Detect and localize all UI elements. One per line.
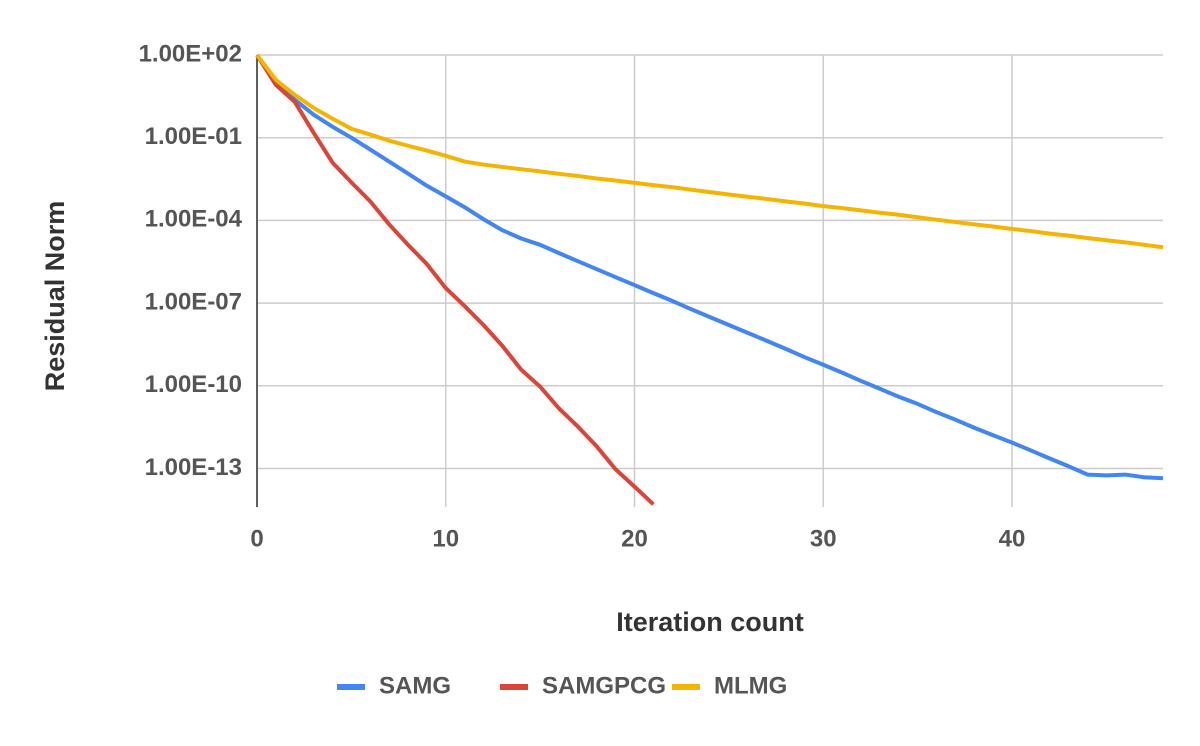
x-tick-label: 20 <box>621 525 648 552</box>
x-tick-label: 30 <box>810 525 837 552</box>
x-tick-label: 10 <box>432 525 459 552</box>
legend-label: SAMGPCG <box>542 672 666 699</box>
x-axis-title: Iteration count <box>616 607 804 637</box>
x-tick-label: 40 <box>999 525 1026 552</box>
y-axis-title: Residual Norm <box>40 201 70 392</box>
series-line <box>255 53 655 506</box>
y-tick-label: 1.00E-13 <box>145 454 242 481</box>
legend-label: MLMG <box>714 672 787 699</box>
y-tick-label: 1.00E-04 <box>145 206 243 233</box>
y-tick-label: 1.00E-07 <box>145 288 242 315</box>
series-line <box>255 53 1164 481</box>
y-tick-label: 1.00E-10 <box>145 371 242 398</box>
series-line <box>255 53 1164 250</box>
x-tick-label: 0 <box>250 525 263 552</box>
y-tick-label: 1.00E+02 <box>139 40 242 67</box>
legend-label: SAMG <box>379 672 451 699</box>
y-tick-label: 1.00E-01 <box>145 123 242 150</box>
